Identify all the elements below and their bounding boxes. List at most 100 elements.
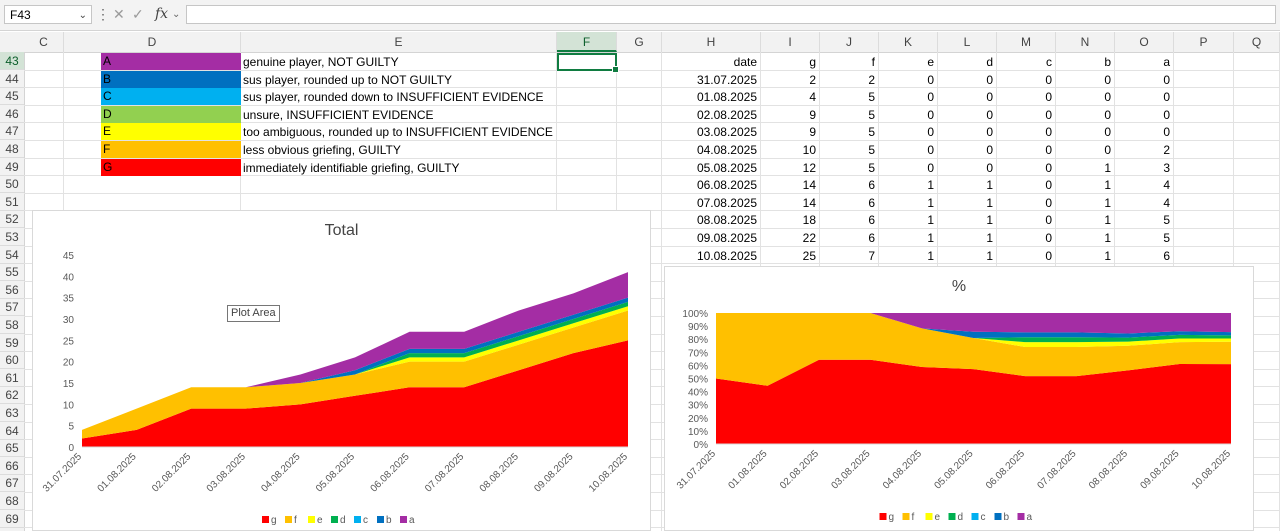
row-header-52[interactable]: 52	[0, 210, 24, 229]
value-cell[interactable]: 4	[1163, 178, 1170, 193]
value-cell[interactable]: 0	[986, 72, 993, 87]
value-cell[interactable]: 10	[802, 143, 816, 157]
category-code-C[interactable]: C	[101, 88, 241, 106]
value-cell[interactable]: 0	[1104, 90, 1111, 105]
date-cell[interactable]: 03.08.2025	[696, 125, 757, 140]
row-header-56[interactable]: 56	[0, 281, 24, 299]
chart-total[interactable]: Total 0 5 10 15 20 25 30 35 40 45 31.07.2025 01.08.…	[32, 210, 651, 531]
date-cell[interactable]: 10.08.2025	[696, 248, 757, 263]
date-cell[interactable]: 04.08.2025	[696, 143, 757, 157]
chevron-down-icon[interactable]: ⌄	[78, 10, 87, 21]
column-header-H[interactable]: H	[662, 32, 761, 52]
value-cell[interactable]: 6	[868, 231, 875, 245]
table-header-a[interactable]: a	[1163, 55, 1170, 69]
value-cell[interactable]: 0	[986, 90, 993, 105]
row-header-53[interactable]: 53	[0, 228, 24, 246]
category-code-D[interactable]: D	[101, 105, 241, 123]
value-cell[interactable]: 0	[1104, 125, 1111, 140]
row-header-47[interactable]: 47	[0, 122, 24, 141]
row-header-66[interactable]: 66	[0, 457, 24, 475]
value-cell[interactable]: 1	[1104, 195, 1111, 210]
date-cell[interactable]: 02.08.2025	[696, 107, 757, 122]
value-cell[interactable]: 4	[1163, 195, 1170, 210]
category-code-G[interactable]: G	[101, 158, 241, 176]
value-cell[interactable]: 5	[868, 90, 875, 105]
column-header-M[interactable]: M	[997, 32, 1056, 52]
row-header-45[interactable]: 45	[0, 87, 24, 106]
category-description[interactable]: sus player, rounded down to INSUFFICIENT…	[243, 90, 544, 105]
value-cell[interactable]: 5	[868, 143, 875, 157]
value-cell[interactable]: 5	[1163, 213, 1170, 228]
value-cell[interactable]: 1	[927, 248, 934, 263]
column-header-P[interactable]: P	[1174, 32, 1234, 52]
table-header-e[interactable]: e	[927, 55, 934, 69]
area-series-a[interactable]	[716, 313, 1231, 334]
chart-percent[interactable]: % 0% 10% 20% 30% 40% 50% 60% 70% 80% 90% 100% 31.07…	[664, 266, 1254, 531]
value-cell[interactable]: 0	[1045, 125, 1052, 140]
value-cell[interactable]: 25	[802, 248, 816, 263]
value-cell[interactable]: 0	[1163, 90, 1170, 105]
date-cell[interactable]: 31.07.2025	[696, 72, 757, 87]
value-cell[interactable]: 14	[802, 178, 816, 193]
value-cell[interactable]: 0	[1045, 143, 1052, 157]
value-cell[interactable]: 0	[927, 125, 934, 140]
value-cell[interactable]: 1	[927, 231, 934, 245]
value-cell[interactable]: 0	[1104, 143, 1111, 157]
row-header-69[interactable]: 69	[0, 510, 24, 528]
row-header-44[interactable]: 44	[0, 70, 24, 88]
value-cell[interactable]: 1	[986, 195, 993, 210]
value-cell[interactable]: 1	[1104, 231, 1111, 245]
value-cell[interactable]: 0	[1104, 107, 1111, 122]
row-header-63[interactable]: 63	[0, 404, 24, 422]
value-cell[interactable]: 0	[986, 125, 993, 140]
column-header-K[interactable]: K	[879, 32, 938, 52]
value-cell[interactable]: 1	[927, 178, 934, 193]
value-cell[interactable]: 22	[802, 231, 816, 245]
enter-check-icon[interactable]: ✓	[132, 6, 144, 22]
column-header-Q[interactable]: Q	[1234, 32, 1280, 52]
more-options-icon[interactable]: ⋮	[96, 6, 110, 22]
area-series-g[interactable]	[716, 359, 1231, 444]
value-cell[interactable]: 1	[927, 213, 934, 228]
value-cell[interactable]: 2	[1163, 143, 1170, 157]
value-cell[interactable]: 1	[1104, 160, 1111, 175]
area-series-f[interactable]	[716, 313, 1231, 386]
row-header-64[interactable]: 64	[0, 422, 24, 440]
row-header-61[interactable]: 61	[0, 369, 24, 387]
row-header-65[interactable]: 65	[0, 439, 24, 458]
value-cell[interactable]: 0	[1104, 72, 1111, 87]
value-cell[interactable]: 0	[1045, 213, 1052, 228]
value-cell[interactable]: 1	[986, 213, 993, 228]
value-cell[interactable]: 1	[1104, 213, 1111, 228]
cancel-icon[interactable]: ✕	[113, 6, 125, 22]
date-cell[interactable]: 06.08.2025	[696, 178, 757, 193]
value-cell[interactable]: 6	[868, 213, 875, 228]
value-cell[interactable]: 0	[1045, 195, 1052, 210]
value-cell[interactable]: 0	[1045, 178, 1052, 193]
date-cell[interactable]: 08.08.2025	[696, 213, 757, 228]
table-header-c[interactable]: c	[1046, 55, 1052, 69]
row-header-67[interactable]: 67	[0, 474, 24, 493]
value-cell[interactable]: 4	[809, 90, 816, 105]
value-cell[interactable]: 2	[868, 72, 875, 87]
column-header-C[interactable]: C	[24, 32, 64, 52]
value-cell[interactable]: 9	[809, 125, 816, 140]
name-box[interactable]: F43 ⌄	[4, 5, 92, 24]
area-series-g[interactable]	[82, 340, 628, 447]
row-header-55[interactable]: 55	[0, 263, 24, 282]
value-cell[interactable]: 1	[986, 248, 993, 263]
category-code-A[interactable]: A	[101, 53, 241, 70]
value-cell[interactable]: 6	[868, 195, 875, 210]
row-header-57[interactable]: 57	[0, 298, 24, 317]
date-cell[interactable]: 05.08.2025	[696, 160, 757, 175]
row-header-51[interactable]: 51	[0, 193, 24, 211]
value-cell[interactable]: 0	[1045, 248, 1052, 263]
row-header-59[interactable]: 59	[0, 334, 24, 352]
value-cell[interactable]: 1	[1104, 178, 1111, 193]
value-cell[interactable]: 1	[927, 195, 934, 210]
table-header-g[interactable]: g	[809, 55, 816, 69]
value-cell[interactable]: 0	[1045, 72, 1052, 87]
date-cell[interactable]: 07.08.2025	[696, 195, 757, 210]
value-cell[interactable]: 0	[986, 143, 993, 157]
category-description[interactable]: unsure, INSUFFICIENT EVIDENCE	[243, 107, 434, 122]
